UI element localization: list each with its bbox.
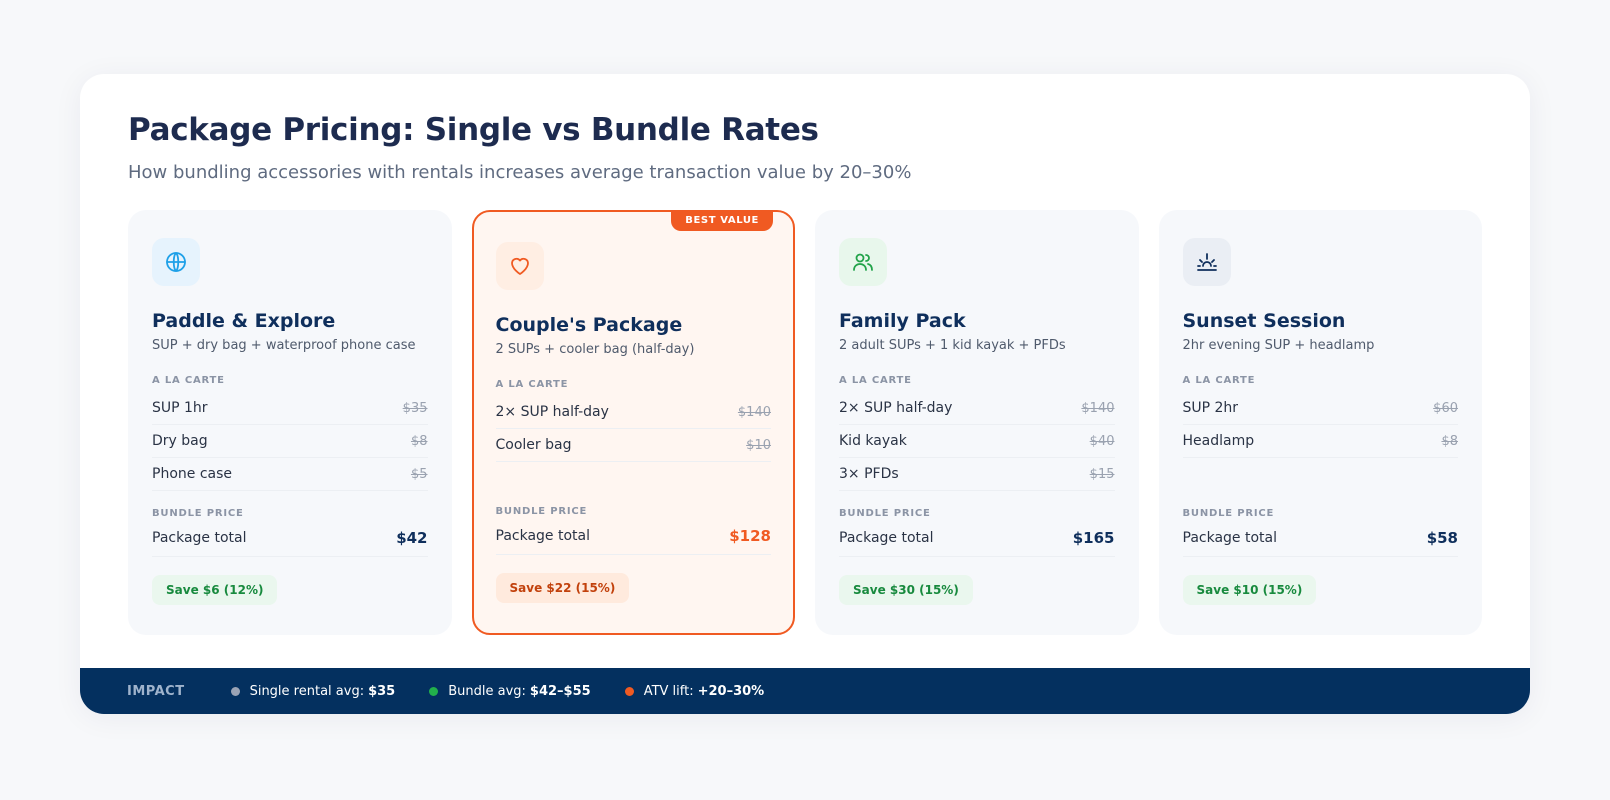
item-name: Dry bag: [152, 433, 208, 449]
savings-badge: Save $10 (15%): [1182, 575, 1317, 605]
bundle-section: BUNDLE PRICE Package total $165 Save $30 …: [839, 508, 1115, 605]
package-total-label: Package total: [839, 529, 934, 546]
dot-icon: [624, 686, 634, 696]
package-card[interactable]: BEST VALUE Couple's Package 2 SUPs + coo…: [471, 210, 795, 635]
page-title: Package Pricing: Single vs Bundle Rates: [128, 112, 819, 148]
package-title: Sunset Session: [1182, 310, 1346, 332]
package-total-label: Package total: [1182, 529, 1278, 546]
item-name: Headlamp: [1182, 433, 1255, 449]
package-cards: Paddle & Explore SUP + dry bag + waterpr…: [128, 210, 1482, 635]
line-item: Dry bag $8: [152, 425, 428, 458]
dot-icon: [230, 686, 240, 696]
savings-badge: Save $6 (12%): [152, 575, 278, 605]
item-name: SUP 1hr: [152, 400, 208, 416]
globe-icon: [152, 238, 200, 286]
item-name: 2× SUP half-day: [839, 400, 953, 416]
bundle-price-label: BUNDLE PRICE: [839, 508, 931, 519]
users-icon: [839, 238, 887, 286]
impact-stat: Single rental avg: $35: [230, 683, 396, 699]
line-item: Headlamp $8: [1182, 425, 1458, 458]
item-price: $140: [737, 404, 771, 420]
stat-value: $42–$55: [529, 683, 591, 699]
bundle-price-label: BUNDLE PRICE: [1182, 508, 1275, 519]
package-description: 2 adult SUPs + 1 kid kayak + PFDs: [839, 338, 1066, 353]
page-subtitle: How bundling accessories with rentals in…: [128, 162, 912, 183]
a-la-carte-label: A LA CARTE: [495, 379, 569, 390]
package-total-value: $128: [729, 526, 771, 545]
package-total-row: Package total $42: [152, 519, 428, 557]
stat-label: ATV lift:: [643, 683, 694, 699]
a-la-carte-label: A LA CARTE: [152, 375, 225, 386]
heart-icon: [495, 242, 544, 290]
bundle-section: BUNDLE PRICE Package total $128 Save $22 …: [495, 506, 771, 603]
sunset-icon: [1182, 238, 1231, 286]
item-price: $5: [410, 466, 428, 482]
impact-stat: Bundle avg: $42–$55: [429, 683, 591, 699]
package-card[interactable]: Family Pack 2 adult SUPs + 1 kid kayak +…: [815, 210, 1139, 635]
package-total-value: $165: [1072, 528, 1115, 547]
stat-label: Bundle avg:: [448, 683, 526, 699]
item-name: 2× SUP half-day: [495, 404, 609, 420]
savings-badge: Save $22 (15%): [495, 573, 630, 603]
impact-stat: ATV lift: +20–30%: [624, 683, 765, 699]
item-name: Phone case: [152, 466, 233, 482]
package-description: 2 SUPs + cooler bag (half-day): [495, 342, 695, 357]
package-card[interactable]: Sunset Session 2hr evening SUP + headlam…: [1158, 210, 1482, 635]
package-description: 2hr evening SUP + headlamp: [1182, 338, 1375, 353]
package-title: Paddle & Explore: [152, 310, 336, 332]
line-item: Kid kayak $40: [839, 425, 1115, 458]
package-total-value: $58: [1426, 528, 1458, 547]
package-total-value: $42: [396, 528, 428, 547]
package-title: Family Pack: [839, 310, 966, 332]
item-price: $15: [1089, 466, 1115, 482]
bundle-price-label: BUNDLE PRICE: [152, 508, 244, 519]
line-item: 3× PFDs $15: [839, 458, 1115, 491]
item-price: $140: [1081, 400, 1115, 416]
a-la-carte-label: A LA CARTE: [839, 375, 912, 386]
bundle-section: BUNDLE PRICE Package total $58 Save $10 (…: [1182, 508, 1458, 605]
dot-icon: [429, 686, 439, 696]
package-total-label: Package total: [495, 527, 591, 544]
a-la-carte-label: A LA CARTE: [1182, 375, 1256, 386]
item-name: Cooler bag: [495, 437, 572, 453]
package-title: Couple's Package: [495, 314, 683, 336]
impact-bar: IMPACT Single rental avg: $35 Bundle avg: $…: [80, 668, 1530, 714]
package-card[interactable]: Paddle & Explore SUP + dry bag + waterpr…: [128, 210, 452, 635]
impact-label: IMPACT: [127, 683, 185, 699]
package-total-label: Package total: [152, 529, 247, 546]
line-item: 2× SUP half-day $140: [839, 392, 1115, 425]
package-total-row: Package total $58: [1182, 519, 1458, 557]
package-total-row: Package total $165: [839, 519, 1115, 557]
item-name: 3× PFDs: [839, 466, 899, 482]
savings-badge: Save $30 (15%): [839, 575, 973, 605]
item-price: $40: [1089, 433, 1115, 449]
line-item: Cooler bag $10: [495, 429, 771, 462]
line-item: 2× SUP half-day $140: [495, 396, 771, 429]
package-total-row: Package total $128: [495, 517, 771, 555]
item-price: $60: [1433, 400, 1458, 416]
item-name: SUP 2hr: [1182, 400, 1239, 416]
item-price: $8: [1441, 433, 1458, 449]
stat-label: Single rental avg:: [249, 683, 365, 699]
line-item: Phone case $5: [152, 458, 428, 491]
best-value-badge: BEST VALUE: [671, 210, 773, 231]
item-price: $35: [402, 400, 428, 416]
bundle-section: BUNDLE PRICE Package total $42 Save $6 (1…: [152, 508, 428, 605]
line-item: SUP 2hr $60: [1182, 392, 1458, 425]
package-description: SUP + dry bag + waterproof phone case: [152, 338, 416, 353]
line-item: SUP 1hr $35: [152, 392, 428, 425]
pricing-panel: Package Pricing: Single vs Bundle Rates …: [80, 74, 1530, 714]
bundle-price-label: BUNDLE PRICE: [495, 506, 588, 517]
stat-value: +20–30%: [697, 683, 765, 699]
stat-value: $35: [368, 683, 396, 699]
item-name: Kid kayak: [839, 433, 907, 449]
item-price: $10: [746, 437, 771, 453]
item-price: $8: [410, 433, 428, 449]
